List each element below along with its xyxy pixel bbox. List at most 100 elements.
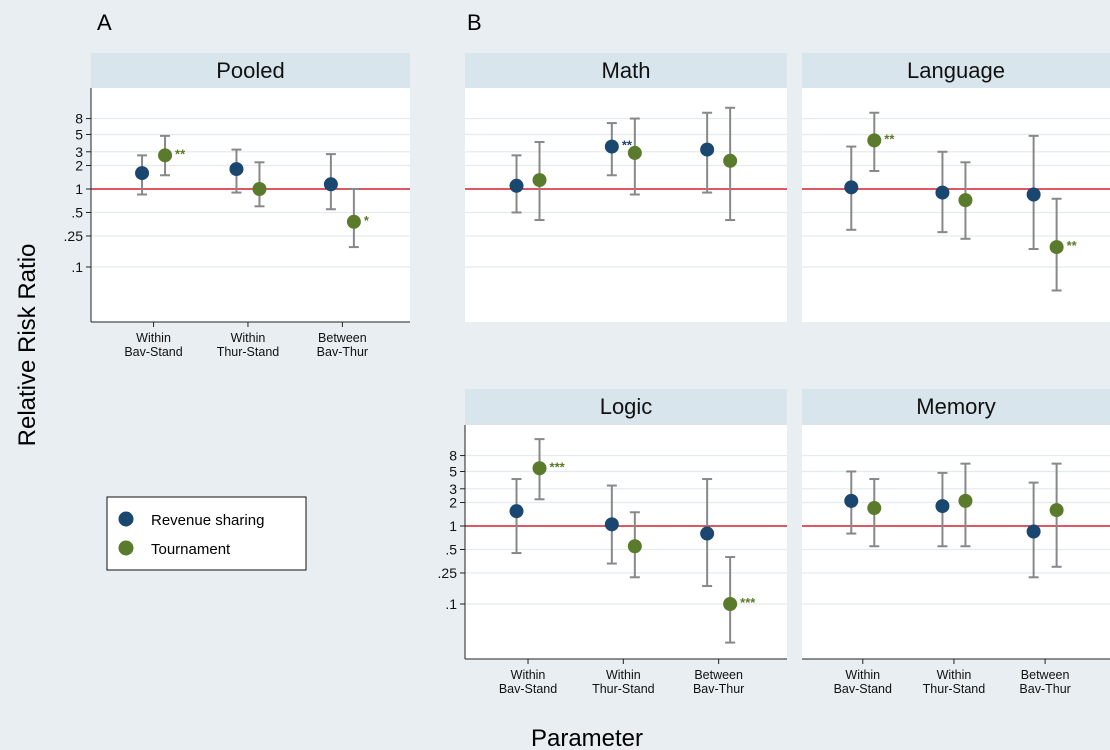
y-tick-label: .25 xyxy=(438,565,458,581)
point-revenue-sharing xyxy=(1026,187,1041,202)
y-tick-label: 8 xyxy=(75,111,83,127)
point-revenue-sharing xyxy=(604,517,619,532)
point-tournament xyxy=(252,182,267,196)
significance-stars: ** xyxy=(1067,238,1078,253)
x-tick-label: Within xyxy=(845,668,880,682)
x-tick-label: Bav-Thur xyxy=(693,682,744,696)
x-tick-label: Within xyxy=(231,331,266,345)
panel-strip xyxy=(802,389,1110,425)
significance-stars: ** xyxy=(622,138,633,153)
y-tick-label: .1 xyxy=(445,596,457,612)
point-tournament xyxy=(627,539,642,554)
point-tournament xyxy=(158,148,173,163)
point-tournament xyxy=(532,461,547,476)
point-revenue-sharing xyxy=(935,499,950,514)
panel-math: Math ** xyxy=(465,53,787,322)
y-tick-label: 2 xyxy=(75,158,83,174)
point-revenue-sharing xyxy=(323,177,338,192)
x-tick-label: Bav-Stand xyxy=(499,682,557,696)
panel-logic: Logic.1.25.512358WithinBav-StandWithinTh… xyxy=(438,389,787,696)
point-revenue-sharing xyxy=(700,526,715,541)
x-tick-label: Within xyxy=(136,331,171,345)
point-tournament xyxy=(627,145,642,160)
x-tick-label: Between xyxy=(694,668,743,682)
significance-stars: *** xyxy=(550,459,566,474)
x-tick-label: Thur-Stand xyxy=(592,682,655,696)
y-tick-label: .1 xyxy=(71,259,83,275)
x-tick-label: Thur-Stand xyxy=(923,682,986,696)
panel-title-pooled: Pooled xyxy=(216,58,285,83)
significance-stars: * xyxy=(364,213,370,228)
point-revenue-sharing xyxy=(844,180,859,195)
panel-strip xyxy=(465,389,787,425)
point-tournament xyxy=(1049,240,1064,255)
panel-title-math: Math xyxy=(602,58,651,83)
panel-strip xyxy=(91,53,410,88)
significance-stars: ** xyxy=(175,146,186,161)
point-revenue-sharing xyxy=(509,504,524,519)
point-revenue-sharing xyxy=(135,166,150,181)
point-revenue-sharing xyxy=(1026,524,1041,539)
panel-memory: MemoryWithinBav-StandWithinThur-StandBet… xyxy=(802,389,1110,696)
plot-area xyxy=(465,88,787,322)
point-tournament xyxy=(958,193,973,208)
panel-title-language: Language xyxy=(907,58,1005,83)
y-tick-label: .5 xyxy=(445,541,457,557)
x-tick-label: Within xyxy=(511,668,546,682)
point-tournament xyxy=(532,173,547,188)
point-tournament xyxy=(1049,503,1064,518)
y-tick-label: 2 xyxy=(449,495,457,511)
panel-group-label-b: B xyxy=(467,10,482,35)
legend: Revenue sharing Tournament xyxy=(106,496,307,571)
point-revenue-sharing xyxy=(700,142,715,157)
point-tournament xyxy=(867,501,882,516)
point-tournament xyxy=(723,597,738,611)
point-tournament xyxy=(867,133,882,148)
point-revenue-sharing xyxy=(509,178,524,193)
legend-marker-revenue-sharing xyxy=(118,511,134,527)
panel-title-memory: Memory xyxy=(916,394,995,419)
x-tick-label: Thur-Stand xyxy=(217,345,280,359)
significance-stars: ** xyxy=(884,131,895,146)
point-revenue-sharing xyxy=(844,493,859,508)
point-revenue-sharing xyxy=(935,185,950,200)
x-tick-label: Bav-Thur xyxy=(1019,682,1070,696)
point-revenue-sharing xyxy=(229,162,244,177)
legend-marker-tournament xyxy=(118,540,134,556)
x-tick-label: Within xyxy=(606,668,641,682)
plot-area xyxy=(91,88,410,322)
y-tick-label: .5 xyxy=(71,204,83,220)
plot-area xyxy=(802,88,1110,322)
x-tick-label: Within xyxy=(937,668,972,682)
panel-pooled: Pooled.1.25.512358WithinBav-StandWithinT… xyxy=(64,53,410,359)
y-axis-title: Relative Risk Ratio xyxy=(14,244,41,447)
significance-stars: *** xyxy=(740,595,756,610)
point-tournament xyxy=(346,214,361,229)
x-tick-label: Bav-Thur xyxy=(317,345,368,359)
y-tick-label: 1 xyxy=(75,181,83,197)
point-tournament xyxy=(958,493,973,508)
plot-area xyxy=(465,425,787,659)
y-tick-label: 5 xyxy=(75,126,83,142)
y-tick-label: 8 xyxy=(449,448,457,464)
legend-label-tournament: Tournament xyxy=(151,541,231,558)
panel-title-logic: Logic xyxy=(600,394,653,419)
panel-group-label-a: A xyxy=(97,10,112,35)
x-tick-label: Between xyxy=(318,331,367,345)
panel-strip xyxy=(465,53,787,88)
x-tick-label: Bav-Stand xyxy=(834,682,892,696)
panel-strip xyxy=(802,53,1110,88)
plot-area xyxy=(802,425,1110,659)
point-revenue-sharing xyxy=(604,139,619,154)
y-tick-label: 3 xyxy=(75,144,83,160)
point-tournament xyxy=(723,153,738,168)
legend-box xyxy=(106,496,307,571)
y-tick-label: 5 xyxy=(449,463,457,479)
legend-label-revenue-sharing: Revenue sharing xyxy=(151,512,264,529)
y-tick-label: 3 xyxy=(449,481,457,497)
x-tick-label: Bav-Stand xyxy=(124,345,182,359)
y-tick-label: .25 xyxy=(64,228,84,244)
panels: Pooled.1.25.512358WithinBav-StandWithinT… xyxy=(64,53,1110,696)
y-tick-label: 1 xyxy=(449,518,457,534)
